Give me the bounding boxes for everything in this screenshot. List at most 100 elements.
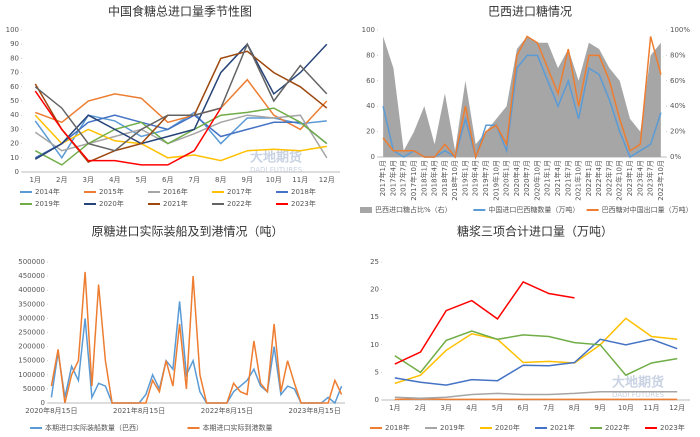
legend-label: 巴西进口糖占比%（右） xyxy=(375,205,452,214)
x-tick-label: 2022年4月 xyxy=(594,160,603,196)
y2-tick-label: 100% xyxy=(670,26,690,34)
x-tick-label: 2019年7月 xyxy=(481,160,490,196)
x-tick-label: 2017年1月 xyxy=(378,160,387,196)
y-tick-label: 150000 xyxy=(18,357,45,365)
y-tick-label: 5 xyxy=(375,368,379,376)
line xyxy=(394,398,678,401)
chart: 0 5 10 15 20 25 1月 2月 3月 4月 5月 6月 7月 8月 9月 10月 11月 12月 201… xyxy=(370,224,690,432)
legend-label: 2023年 xyxy=(291,199,316,208)
y-tick-label: 10 xyxy=(10,154,19,162)
line xyxy=(34,111,327,160)
y-tick-label: 0 xyxy=(41,399,45,407)
line xyxy=(394,330,678,377)
line xyxy=(50,271,343,404)
y-tick-label: 40 xyxy=(366,102,375,110)
chart-title: 中国食糖总进口量季节性图 xyxy=(108,4,252,19)
y-tick-label: 400000 xyxy=(18,286,45,294)
watermark-en: DADI FUTURES xyxy=(250,166,303,174)
x-tick-label: 6月 xyxy=(162,176,173,184)
area xyxy=(383,36,661,157)
x-tick-label: 2022年7月 xyxy=(604,160,613,196)
chart-title: 糖浆三项合计进口量（万吨） xyxy=(457,224,613,239)
legend-label: 巴西糖对中国出口量（万吨） xyxy=(602,205,693,214)
legend-label: 2021年 xyxy=(550,423,575,432)
x-tick-label: 7月 xyxy=(189,176,200,184)
legend-label: 2020年 xyxy=(99,199,124,208)
y-tick-label: 0 xyxy=(15,168,19,176)
x-tick-label: 2021年10月 xyxy=(574,160,583,201)
x-tick-label: 2022年10月 xyxy=(615,160,624,201)
x-tick-label: 2021年8月15日 xyxy=(113,406,165,415)
y-tick-label: 200000 xyxy=(18,343,45,351)
y-tick-label: 0 xyxy=(371,153,375,161)
y-tick-label: 20 xyxy=(10,140,19,148)
y-tick-label: 60 xyxy=(366,77,375,85)
legend-label: 2017年 xyxy=(227,187,252,196)
x-tick-label: 6月 xyxy=(517,404,528,412)
legend-label: 2022年 xyxy=(227,199,252,208)
legend-label: 本期进口实际装船数量（巴西） xyxy=(45,423,143,432)
x-tick-label: 2019年4月 xyxy=(471,160,480,196)
y2-tick-label: 40% xyxy=(670,102,686,110)
y2-tick-label: 60% xyxy=(670,77,686,85)
x-tick-label: 2021年1月 xyxy=(543,160,552,196)
y-tick-label: 0 xyxy=(375,396,379,404)
x-tick-label: 2018年4月 xyxy=(430,160,439,196)
y-tick-label: 25 xyxy=(370,258,379,266)
y-tick-label: 80 xyxy=(366,51,375,59)
y-tick-label: 30 xyxy=(10,125,19,133)
y-tick-label: 70 xyxy=(10,69,19,77)
x-tick-label: 11月 xyxy=(292,176,308,184)
line xyxy=(34,114,328,159)
line xyxy=(34,90,222,166)
x-tick-label: 2020年8月15日 xyxy=(25,406,77,415)
legend-swatch xyxy=(360,207,372,213)
line xyxy=(394,280,575,365)
legend-label: 2022年 xyxy=(605,423,630,432)
x-tick-label: 7月 xyxy=(543,404,554,412)
x-tick-label: 2017年4月 xyxy=(388,160,397,196)
y-tick-label: 450000 xyxy=(18,272,45,280)
legend-label: 2018年 xyxy=(291,187,316,196)
y2-tick-label: 80% xyxy=(670,51,686,59)
y-tick-label: 60 xyxy=(10,83,19,91)
y-tick-label: 100000 xyxy=(18,371,45,379)
y-tick-label: 50 xyxy=(10,97,19,105)
y-tick-label: 50000 xyxy=(23,385,45,393)
watermark: 大地期货 xyxy=(612,375,664,391)
y-tick-label: 100 xyxy=(362,26,375,34)
x-tick-label: 4月 xyxy=(109,176,120,184)
x-tick-label: 2023年10月 xyxy=(656,160,665,201)
chart-title: 巴西进口糖情况 xyxy=(488,4,572,19)
x-tick-label: 2022年1月 xyxy=(584,160,593,196)
x-tick-label: 2018年10月 xyxy=(450,160,459,201)
legend-label: 2016年 xyxy=(163,187,188,196)
line xyxy=(50,301,343,405)
x-tick-label: 2017年10月 xyxy=(409,160,418,201)
x-tick-label: 1月 xyxy=(389,404,400,412)
x-tick-label: 4月 xyxy=(466,404,477,412)
x-tick-label: 2018年7月 xyxy=(440,160,449,196)
x-tick-label: 11月 xyxy=(644,404,660,412)
y2-tick-label: 20% xyxy=(670,128,686,136)
x-tick-label: 8月 xyxy=(569,404,580,412)
x-tick-label: 2019年1月 xyxy=(460,160,469,196)
x-tick-label: 2019年10月 xyxy=(491,160,500,201)
x-tick-label: 2023年4月 xyxy=(635,160,644,196)
legend-label: 2023年 xyxy=(660,423,685,432)
line xyxy=(34,114,328,159)
y-tick-label: 20 xyxy=(366,128,375,136)
y-tick-label: 100 xyxy=(6,26,19,34)
x-tick-label: 2月 xyxy=(56,176,67,184)
x-tick-label: 5月 xyxy=(492,404,503,412)
legend-label: 2019年 xyxy=(440,423,465,432)
chart-title: 原糖进口实际装船及到港情况（吨） xyxy=(91,224,283,239)
x-tick-label: 2022年8月15日 xyxy=(201,406,253,415)
x-tick-label: 12月 xyxy=(669,404,685,412)
x-tick-label: 2023年7月 xyxy=(646,160,655,196)
x-tick-label: 10月 xyxy=(618,404,634,412)
y-tick-label: 40 xyxy=(10,111,19,119)
legend-label: 2018年 xyxy=(385,423,410,432)
watermark: 大地期货 xyxy=(250,150,302,166)
